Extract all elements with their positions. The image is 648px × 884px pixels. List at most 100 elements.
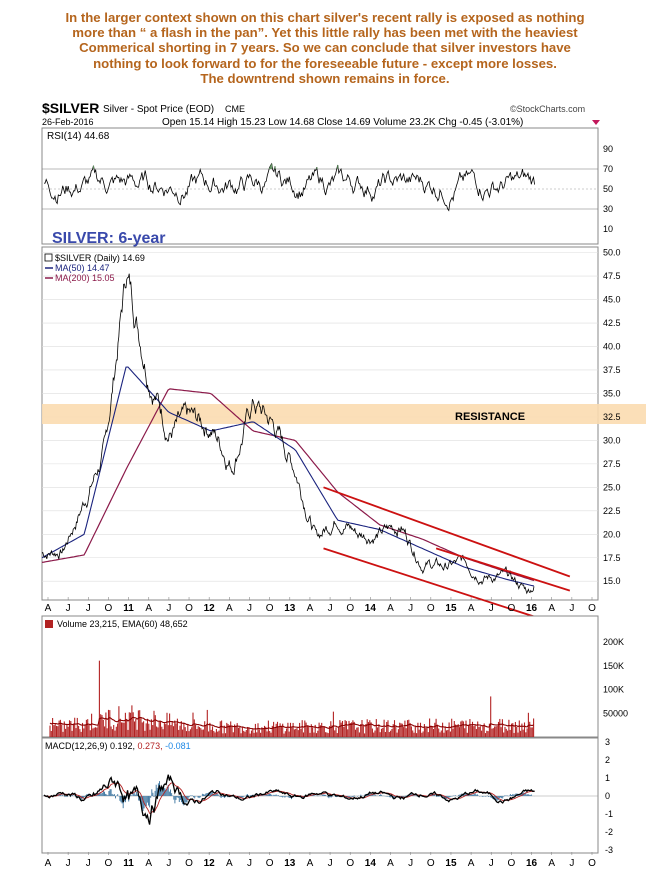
price-tick-label: 50.0	[603, 248, 621, 258]
macd-legend: MACD(12,26,9) 0.192, 0.273, -0.081	[45, 741, 191, 751]
volume-tick-label: 100K	[603, 685, 624, 695]
price-legend-silver: $SILVER (Daily) 14.69	[55, 253, 145, 263]
macd-tick-label: -3	[605, 845, 613, 855]
price-tick-label: 15.0	[603, 576, 621, 586]
price-line	[41, 273, 535, 595]
rsi-panel: RSI(14) 44.68 90 70 50 30 10	[41, 127, 613, 245]
rsi-legend: RSI(14) 44.68	[47, 131, 110, 142]
volume-ema-path	[49, 716, 534, 730]
x-axis-top: A J J O 11 A J O 12 A J O 13 A J O 14 A J O 15 A J O 16 A J O	[45, 597, 596, 614]
volume-bars	[49, 660, 535, 737]
macd-tick-label: -1	[605, 809, 613, 819]
x-axis-label: J	[489, 603, 494, 614]
price-tick-label: 37.5	[603, 365, 621, 375]
rsi-tick-label: 10	[603, 224, 613, 234]
x-axis-label: 13	[284, 603, 296, 614]
x-axis-label: O	[508, 858, 516, 869]
x-axis-label: J	[408, 858, 413, 869]
ma-200--path	[41, 388, 535, 582]
rsi-path	[43, 162, 535, 212]
price-legend-ma200: MA(200) 15.05	[55, 273, 115, 283]
x-axis-label: J	[66, 603, 71, 614]
x-axis-label: 11	[123, 603, 134, 614]
chart-commentary: In the larger context shown on this char…	[20, 10, 630, 86]
volume-tick-label: 150K	[603, 661, 624, 671]
price-tick-label: 42.5	[603, 318, 621, 328]
silver-6-year-title: SILVER: 6-year	[52, 230, 166, 247]
commentary-line: more than “ a flash in the pan”. Yet thi…	[72, 25, 578, 41]
x-axis-label: J	[328, 858, 333, 869]
x-axis-bottom: A J J O 11 A J O 12 A J O 13 A J O 14 A J O 15 A J O 16 A J O	[45, 852, 596, 869]
x-axis-label: A	[548, 603, 555, 614]
rsi-tick-label: 70	[603, 164, 613, 174]
macd-tick-label: 0	[605, 791, 610, 801]
volume-tick-label: 50000	[603, 708, 628, 718]
x-axis-label: O	[427, 858, 435, 869]
x-axis-label: J	[166, 858, 171, 869]
commentary-line: Commerical shorting in 7 years. So we ca…	[79, 40, 571, 56]
x-axis-label: A	[387, 603, 394, 614]
volume-ema-line	[49, 716, 534, 730]
x-axis-label: A	[387, 858, 394, 869]
x-axis-label: O	[185, 603, 193, 614]
x-axis-label: O	[105, 858, 113, 869]
resistance-label: RESISTANCE	[455, 411, 525, 423]
volume-legend: Volume 23,215, EMA(60) 48,652	[57, 619, 188, 629]
x-axis-label: O	[588, 858, 596, 869]
macd-legend-hist: -0.081	[165, 741, 191, 751]
x-axis-label: 16	[526, 858, 538, 869]
price-tick-label: 30.0	[603, 435, 621, 445]
x-axis-label: O	[185, 858, 193, 869]
x-axis-label: A	[307, 858, 314, 869]
x-axis-label: O	[588, 603, 596, 614]
rsi-tick-label: 30	[603, 204, 613, 214]
price-tick-label: 20.0	[603, 529, 621, 539]
x-axis-label: 15	[445, 858, 457, 869]
x-axis-label: O	[346, 858, 354, 869]
price-tick-label: 25.0	[603, 482, 621, 492]
x-axis-label: O	[508, 603, 516, 614]
price-tick-label: 22.5	[603, 506, 621, 516]
volume-tick-label: 200K	[603, 637, 624, 647]
x-axis-label: A	[468, 603, 475, 614]
price-panel: RESISTANCE SILVER: 6-year $SILVER (Daily…	[41, 230, 646, 630]
x-axis-label: J	[569, 858, 574, 869]
macd-lines	[43, 774, 535, 825]
price-tick-label: 27.5	[603, 459, 621, 469]
x-axis-label: 12	[204, 603, 216, 614]
x-axis-label: O	[266, 603, 274, 614]
down-arrow-icon	[592, 120, 600, 125]
x-axis-label: A	[548, 858, 555, 869]
x-axis-label: J	[66, 858, 71, 869]
stockcharts-watermark: ©StockCharts.com	[510, 104, 585, 114]
resistance-band	[42, 404, 646, 424]
chart-exchange: CME	[225, 104, 245, 114]
macd-tick-label: 3	[605, 737, 610, 747]
x-axis-label: J	[86, 603, 91, 614]
chart-name: Silver - Spot Price (EOD)	[103, 104, 214, 115]
x-axis-label: O	[427, 603, 435, 614]
x-axis-label: 11	[123, 858, 134, 869]
chart-symbol: $SILVER	[42, 100, 99, 116]
x-axis-label: J	[86, 858, 91, 869]
macd-legend-main: MACD(12,26,9) 0.192,	[45, 741, 138, 751]
price-tick-label: 40.0	[603, 342, 621, 352]
x-axis-label: 12	[204, 858, 216, 869]
x-axis-label: O	[266, 858, 274, 869]
chart-date: 26-Feb-2016	[42, 117, 94, 127]
price-tick-label: 32.5	[603, 412, 621, 422]
x-axis-label: 14	[365, 603, 377, 614]
price-legend: $SILVER (Daily) 14.69 MA(50) 14.47 MA(20…	[44, 253, 145, 283]
x-axis-label: A	[45, 858, 52, 869]
x-axis-label: A	[45, 603, 52, 614]
ma50-line	[41, 366, 535, 587]
macd-tick-label: 2	[605, 755, 610, 765]
macd-path	[43, 774, 535, 825]
x-axis-label: O	[346, 603, 354, 614]
ma200-line	[41, 388, 535, 582]
x-axis-label: J	[247, 858, 252, 869]
x-axis-label: 15	[445, 603, 457, 614]
rsi-tick-label: 90	[603, 144, 613, 154]
macd-tick-label: -2	[605, 827, 613, 837]
